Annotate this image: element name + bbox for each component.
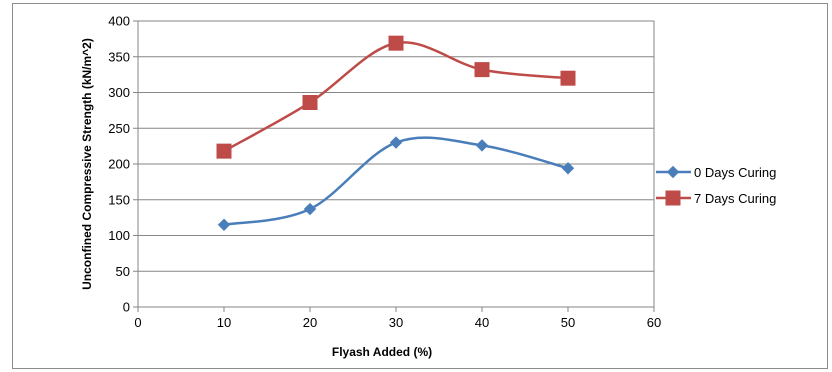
y-tick-label: 400: [108, 14, 130, 29]
data-point-series-1: [560, 70, 576, 86]
legend-label-0: 0 Days Curing: [694, 165, 776, 180]
x-tick-label: 40: [475, 315, 489, 330]
y-tick-label: 0: [123, 300, 130, 315]
x-tick-label: 60: [647, 315, 661, 330]
x-tick-label: 50: [561, 315, 575, 330]
y-tick-label: 250: [108, 121, 130, 136]
legend: 0 Days Curing 7 Days Curing: [656, 165, 776, 206]
legend-label-1: 7 Days Curing: [694, 191, 776, 206]
series-line-1: [223, 41, 569, 153]
x-tick-label: 30: [389, 315, 403, 330]
legend-marker-1: [665, 190, 681, 206]
legend-marker-0: [666, 165, 680, 179]
data-point-series-0: [389, 136, 403, 149]
y-tick-label: 50: [116, 264, 130, 279]
x-tick-label: 20: [303, 315, 317, 330]
x-tick-label: 10: [217, 315, 231, 330]
x-tick-label: 0: [134, 315, 141, 330]
y-tick-label: 300: [108, 85, 130, 100]
y-tick-label: 150: [108, 192, 130, 207]
y-tick-label: 100: [108, 228, 130, 243]
line-chart: 0 50 100 150 200 250 300 350 400 0 10 20 30 40 50 60 0 …: [80, 14, 776, 360]
chart-frame: 0 50 100 150 200 250 300 350 400 0 10 20 30 40 50 60 0 …: [12, 3, 828, 369]
gridlines: [138, 20, 654, 272]
data-point-series-1: [302, 95, 318, 111]
series-line-0: [223, 136, 569, 227]
data-point-series-0: [475, 139, 489, 152]
y-axis-title: Unconfined Compressive Strength (kN/m^2): [80, 38, 94, 290]
data-point-series-1: [388, 35, 404, 51]
y-tick-label: 350: [108, 49, 130, 64]
y-tick-label: 200: [108, 157, 130, 172]
x-axis-title: Flyash Added (%): [332, 345, 432, 359]
data-point-series-0: [561, 162, 575, 175]
data-point-series-1: [216, 143, 232, 159]
axes: 0 50 100 150 200 250 300 350 400 0 10 20 30 40 50 60: [108, 14, 661, 331]
data-point-series-0: [217, 218, 231, 231]
series-lines: [216, 35, 576, 231]
data-point-series-0: [303, 202, 317, 216]
data-point-series-1: [474, 62, 490, 78]
